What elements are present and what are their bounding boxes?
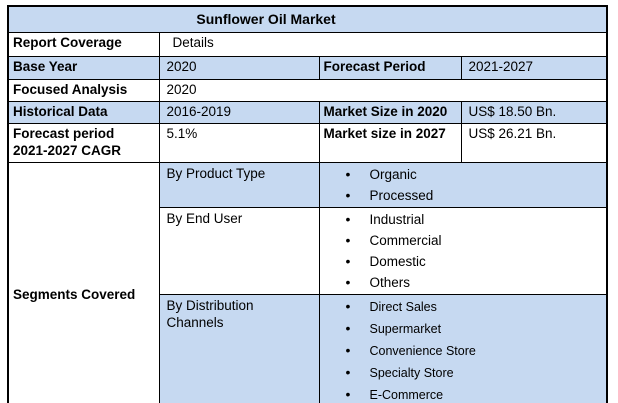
market-report-table: Sunflower Oil Market Report Coverage Det… <box>7 5 608 403</box>
segment-group-items-product-type: OrganicProcessed <box>318 161 608 208</box>
report-coverage-value: Details <box>158 32 608 57</box>
bullet-item: Supermarket <box>322 318 605 340</box>
bullet-list: IndustrialCommercialDomesticOthers <box>322 209 605 293</box>
table-row: Report Coverage Details <box>7 32 608 57</box>
table-row: By Distribution Channels Direct SalesSup… <box>8 293 608 403</box>
bullet-item: Commercial <box>322 230 605 251</box>
table-row: By End User IndustrialCommercialDomestic… <box>8 206 608 295</box>
bullet-item: E-Commerce <box>322 384 605 403</box>
forecast-period-value: 2021-2027 <box>460 56 608 80</box>
table-row: Segments Covered By Product Type Organic… <box>7 161 608 403</box>
table-row: Focused Analysis 2020 <box>7 79 608 102</box>
segments-covered-label: Segments Covered <box>7 161 160 403</box>
market-size-2020-value: US$ 18.50 Bn. <box>460 101 608 124</box>
forecast-period-label: Forecast Period <box>318 56 462 80</box>
focused-analysis-value: 2020 <box>158 79 608 102</box>
segment-group-items-distribution-channels: Direct SalesSupermarketConvenience Store… <box>318 293 608 403</box>
bullet-item: Direct Sales <box>322 296 605 318</box>
segment-group-name-distribution-channels: By Distribution Channels <box>158 293 320 403</box>
bullet-item: Others <box>322 272 605 293</box>
bullet-item: Industrial <box>322 209 605 230</box>
forecast-cagr-label: Forecast period 2021-2027 CAGR <box>7 123 160 163</box>
bullet-item: Domestic <box>322 251 605 272</box>
table-row: Sunflower Oil Market <box>7 5 608 33</box>
segment-group-name-product-type: By Product Type <box>158 161 320 208</box>
bullet-item: Processed <box>322 185 605 206</box>
focused-analysis-label: Focused Analysis <box>7 79 160 102</box>
forecast-cagr-value: 5.1% <box>158 123 320 163</box>
historical-data-value: 2016-2019 <box>158 101 320 124</box>
market-size-2027-label: Market size in 2027 <box>318 123 462 163</box>
segment-group-items-end-user: IndustrialCommercialDomesticOthers <box>318 206 608 295</box>
bullet-list: OrganicProcessed <box>322 164 605 206</box>
bullet-item: Specialty Store <box>322 362 605 384</box>
report-coverage-label: Report Coverage <box>7 32 160 57</box>
bullet-item: Convenience Store <box>322 340 605 362</box>
bullet-item: Organic <box>322 164 605 185</box>
historical-data-label: Historical Data <box>7 101 160 124</box>
table-row: Historical Data 2016-2019 Market Size in… <box>7 101 608 124</box>
market-size-2027-value: US$ 26.21 Bn. <box>460 123 608 163</box>
bullet-list: Direct SalesSupermarketConvenience Store… <box>322 296 605 403</box>
table-row: Base Year 2020 Forecast Period 2021-2027 <box>7 56 608 80</box>
table-title: Sunflower Oil Market <box>7 5 608 33</box>
market-size-2020-label: Market Size in 2020 <box>318 101 462 124</box>
base-year-label: Base Year <box>7 56 160 80</box>
base-year-value: 2020 <box>158 56 320 80</box>
table-row: Forecast period 2021-2027 CAGR 5.1% Mark… <box>7 123 608 163</box>
segment-group-name-end-user: By End User <box>158 206 320 295</box>
